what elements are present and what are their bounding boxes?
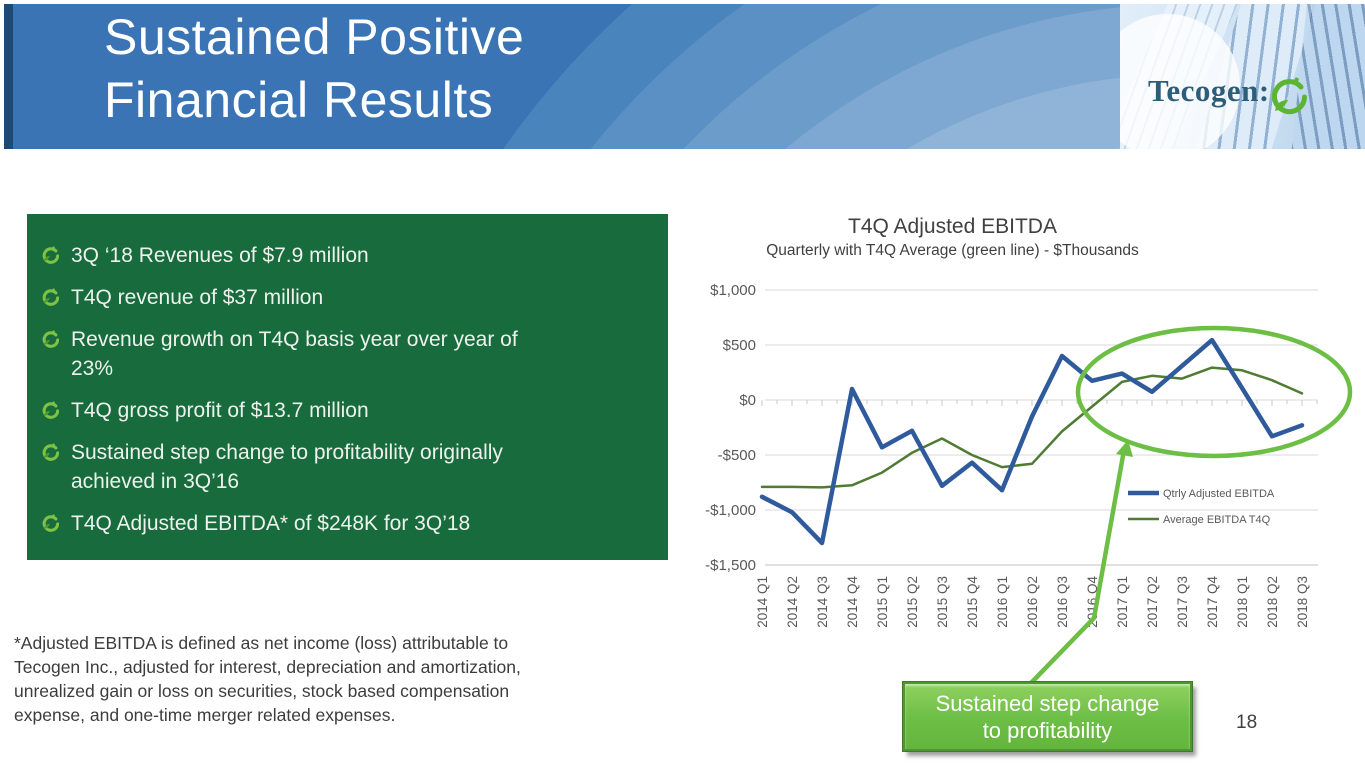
legend-label: Qtrly Adjusted EBITDA bbox=[1163, 488, 1275, 500]
x-axis-label: 2015 Q4 bbox=[965, 576, 980, 628]
skyscraper-photo: Tecogen: bbox=[1120, 4, 1365, 149]
x-axis-label: 2015 Q3 bbox=[935, 576, 950, 628]
y-axis-label: -$500 bbox=[718, 447, 756, 464]
logo-background-blob bbox=[1120, 14, 1240, 149]
x-axis-label: 2014 Q3 bbox=[815, 576, 830, 628]
leaf-bullet-icon bbox=[41, 401, 60, 419]
series-line-quarterly bbox=[759, 337, 1305, 546]
page-number: 18 bbox=[1236, 712, 1258, 733]
chart-subtitle: Quarterly with T4Q Average (green line) … bbox=[766, 242, 1139, 259]
x-axis-label: 2017 Q1 bbox=[1115, 576, 1130, 628]
slide-title-line1: Sustained Positive bbox=[104, 9, 525, 65]
chart-heading: T4Q Adjusted EBITDA Quarterly with T4Q A… bbox=[690, 215, 1215, 260]
x-axis-label: 2016 Q3 bbox=[1055, 576, 1070, 628]
x-axis-label: 2014 Q2 bbox=[785, 576, 800, 628]
bullet-item: T4Q Adjusted EBITDA* of $248K for 3Q’18 bbox=[41, 509, 650, 538]
y-axis-label: -$1,500 bbox=[705, 557, 756, 574]
highlight-ellipse bbox=[1075, 325, 1353, 459]
banner-left-edge bbox=[4, 4, 13, 149]
y-axis-label: $0 bbox=[739, 392, 756, 409]
callout-line2: to profitability bbox=[982, 717, 1113, 743]
callout-line1: Sustained step change bbox=[935, 690, 1160, 716]
y-axis-label: -$1,000 bbox=[705, 502, 756, 519]
callout-arrowhead bbox=[1116, 440, 1133, 457]
chart-title: T4Q Adjusted EBITDA bbox=[848, 215, 1057, 238]
tecogen-logo-text: Tecogen: bbox=[1148, 73, 1270, 108]
bullet-text: Sustained step change to profitability o… bbox=[71, 441, 503, 493]
y-axis-label: $500 bbox=[723, 337, 756, 354]
slide-title: Sustained Positive Financial Results bbox=[104, 6, 524, 132]
highlights-panel: 3Q ‘18 Revenues of $7.9 million T4Q reven… bbox=[27, 214, 668, 560]
leaf-bullet-icon bbox=[41, 288, 60, 306]
series-line-t4q-average bbox=[760, 366, 1304, 489]
tecogen-logo: Tecogen: bbox=[1148, 66, 1308, 116]
bullet-item: Sustained step change to profitability o… bbox=[41, 438, 650, 496]
bullet-text: T4Q gross profit of $13.7 million bbox=[71, 399, 369, 422]
bullet-text: T4Q revenue of $37 million bbox=[71, 286, 324, 309]
bullet-item: 3Q ‘18 Revenues of $7.9 million bbox=[41, 241, 650, 270]
x-axis-label: 2018 Q2 bbox=[1265, 576, 1280, 628]
leaf-bullet-icon bbox=[41, 443, 60, 461]
bullet-text: T4Q Adjusted EBITDA* of $248K for 3Q’18 bbox=[71, 512, 471, 535]
bullet-item: T4Q revenue of $37 million bbox=[41, 283, 650, 312]
bullet-list: 3Q ‘18 Revenues of $7.9 million T4Q reven… bbox=[41, 241, 650, 538]
y-axis-label: $1,000 bbox=[710, 282, 756, 299]
x-axis-label: 2015 Q1 bbox=[875, 576, 890, 628]
x-axis-label: 2014 Q4 bbox=[845, 576, 860, 628]
tecogen-leaf-icon bbox=[1271, 77, 1307, 115]
leaf-bullet-icon bbox=[41, 246, 60, 264]
bullet-item: Revenue growth on T4Q basis year over ye… bbox=[41, 325, 650, 383]
step-change-callout: Sustained step change to profitability bbox=[902, 681, 1193, 752]
x-axis-label: 2015 Q2 bbox=[905, 576, 920, 628]
x-axis-label: 2017 Q4 bbox=[1205, 576, 1220, 628]
x-axis-label: 2018 Q3 bbox=[1295, 576, 1310, 628]
leaf-bullet-icon bbox=[41, 330, 60, 348]
x-axis-label: 2014 Q1 bbox=[755, 576, 770, 628]
x-axis-label: 2017 Q3 bbox=[1175, 576, 1190, 628]
slide-title-line2: Financial Results bbox=[104, 72, 494, 128]
x-axis-label: 2017 Q2 bbox=[1145, 576, 1160, 628]
callout-arrow bbox=[1029, 449, 1127, 685]
x-axis-label: 2016 Q1 bbox=[995, 576, 1010, 628]
bullet-item: T4Q gross profit of $13.7 million bbox=[41, 396, 650, 425]
bullet-text: 3Q ‘18 Revenues of $7.9 million bbox=[71, 244, 369, 267]
bullet-text: Revenue growth on T4Q basis year over ye… bbox=[71, 328, 518, 380]
x-axis-label: 2016 Q2 bbox=[1025, 576, 1040, 628]
footnote: *Adjusted EBITDA is defined as net incom… bbox=[14, 633, 521, 725]
x-axis-label: 2018 Q1 bbox=[1235, 576, 1250, 628]
legend-label: Average EBITDA T4Q bbox=[1163, 514, 1271, 526]
leaf-bullet-icon bbox=[41, 514, 60, 532]
